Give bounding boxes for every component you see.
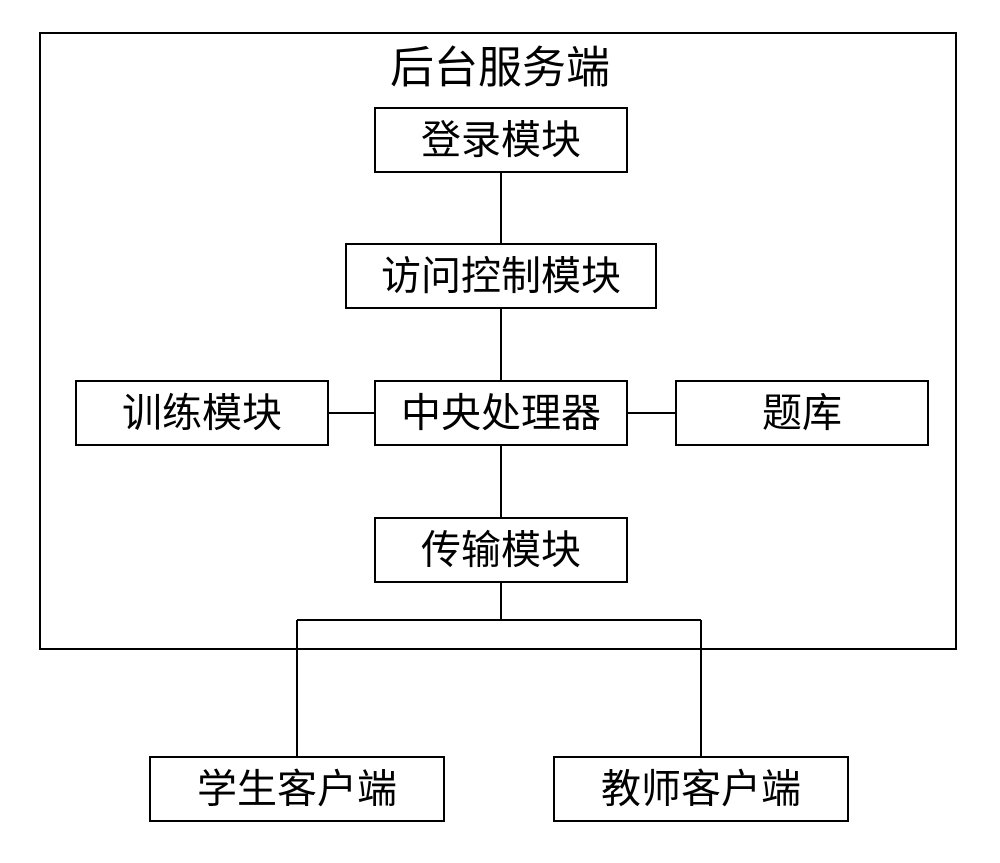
access-control-label: 访问控制模块	[381, 254, 621, 299]
node-transfer: 传输模块	[375, 518, 627, 582]
login-module-label: 登录模块	[421, 118, 581, 163]
node-student: 学生客户端	[150, 757, 444, 821]
diagram-canvas: 后台服务端 登录模块 访问控制模块 训练模块 中央处理器 题库 传输模块 学生客…	[0, 0, 1000, 863]
diagram-title: 后台服务端	[390, 44, 610, 93]
cpu-label: 中央处理器	[401, 391, 601, 436]
node-bank: 题库	[676, 381, 928, 445]
node-teacher: 教师客户端	[554, 757, 848, 821]
teacher-client-label: 教师客户端	[601, 767, 801, 812]
node-cpu: 中央处理器	[375, 381, 627, 445]
node-login: 登录模块	[375, 108, 627, 172]
question-bank-label: 题库	[762, 391, 842, 436]
transfer-module-label: 传输模块	[421, 528, 581, 573]
node-train: 训练模块	[76, 381, 328, 445]
student-client-label: 学生客户端	[197, 767, 397, 812]
node-access: 访问控制模块	[346, 244, 656, 308]
training-module-label: 训练模块	[122, 391, 282, 436]
